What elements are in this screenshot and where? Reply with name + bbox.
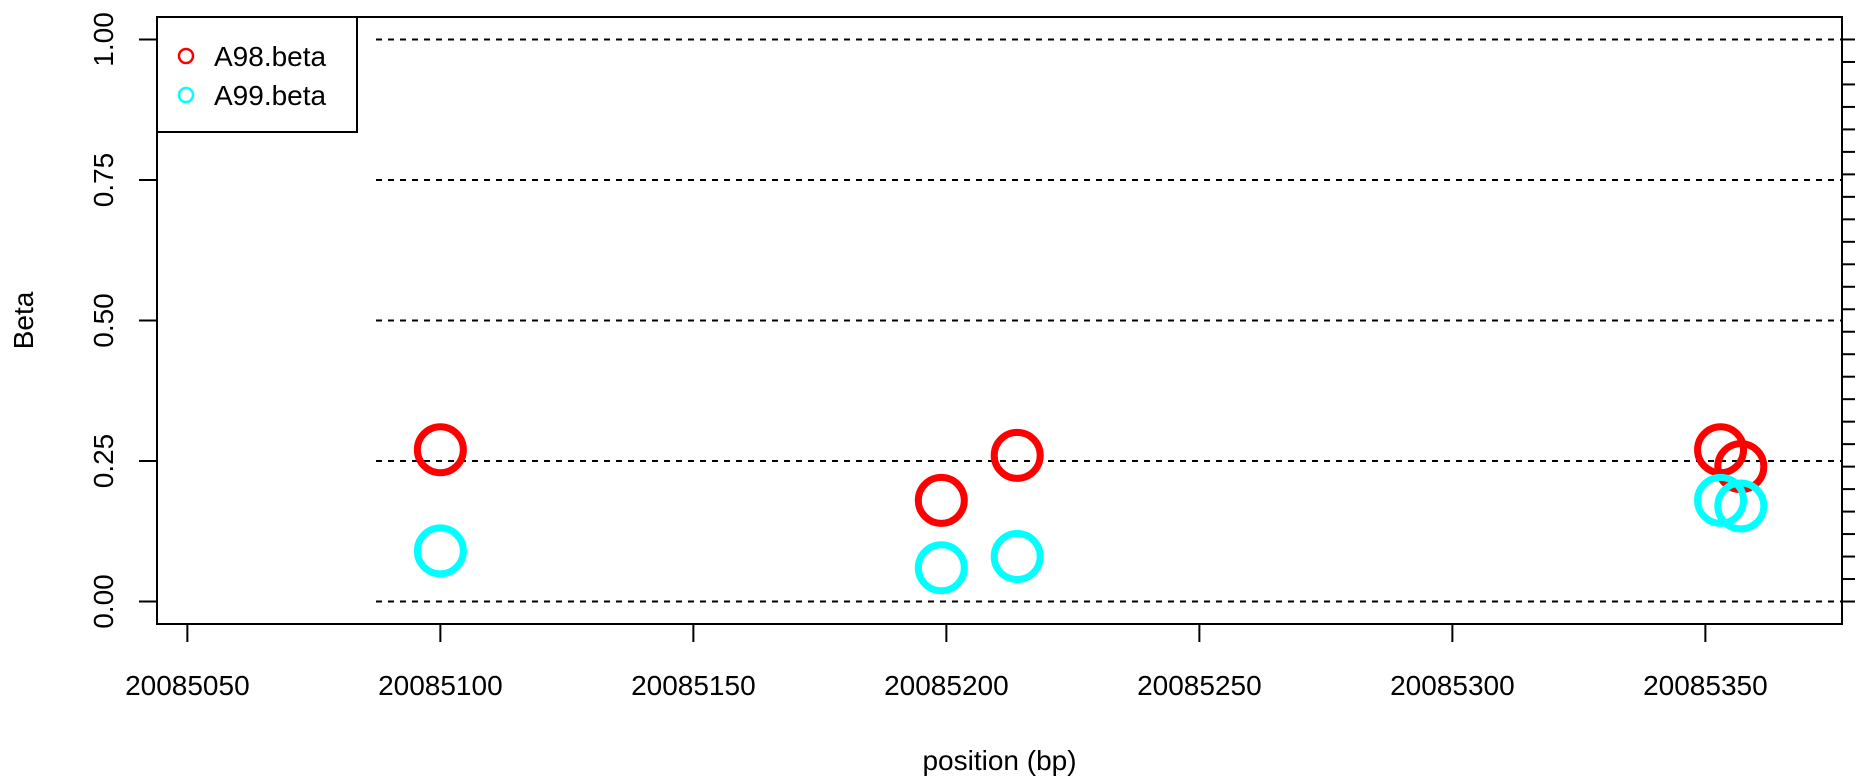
x-tick-label: 20085150 <box>631 670 756 701</box>
legend: A98.beta A99.beta <box>156 16 358 133</box>
legend-marker <box>177 86 195 104</box>
y-tick-label: 0.50 <box>88 293 119 348</box>
x-tick-label: 20085200 <box>884 670 1009 701</box>
y-axis: 0.00 0.25 0.50 0.75 1.00 <box>88 12 158 629</box>
data-point <box>413 423 467 477</box>
data-point <box>990 428 1044 482</box>
legend-label: A99.beta <box>214 80 327 111</box>
data-point <box>914 541 968 595</box>
reference-lines <box>376 38 1842 603</box>
y-tick-label: 0.75 <box>88 153 119 208</box>
x-tick-label: 20085300 <box>1390 670 1515 701</box>
y-tick-label: 0.25 <box>88 434 119 489</box>
y-tick-label: 1.00 <box>88 12 119 66</box>
data-point <box>413 524 467 578</box>
data-point <box>990 530 1044 584</box>
legend-box <box>156 16 358 133</box>
x-tick-label: 20085050 <box>125 670 250 701</box>
x-tick-label: 20085350 <box>1643 670 1768 701</box>
x-axis: 20085050 20085100 20085150 20085200 20085250… <box>125 623 1768 701</box>
data-point <box>1694 473 1748 527</box>
data-point <box>1714 479 1768 533</box>
legend-marker <box>177 47 195 65</box>
data-points <box>413 423 1768 595</box>
y-axis-title: Beta <box>8 291 39 349</box>
x-tick-label: 20085250 <box>1137 670 1262 701</box>
legend-label: A98.beta <box>214 41 327 72</box>
x-axis-title: position (bp) <box>922 745 1076 776</box>
right-axis-ticks <box>1842 38 1855 603</box>
y-tick-label: 0.00 <box>88 574 119 629</box>
data-point <box>914 473 968 527</box>
x-tick-label: 20085100 <box>378 670 503 701</box>
